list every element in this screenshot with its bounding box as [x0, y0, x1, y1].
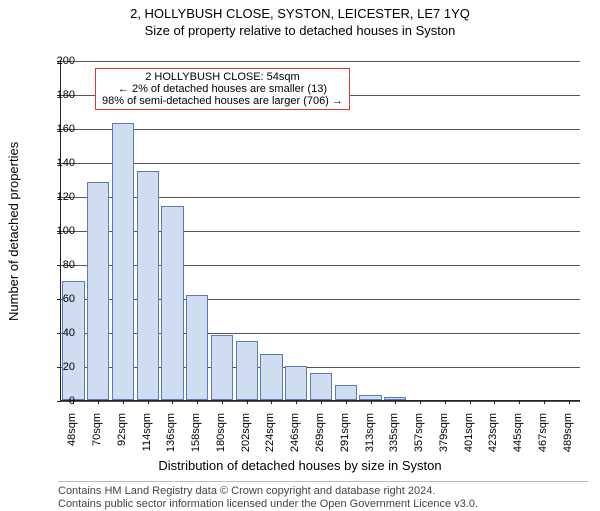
xtick-label: 48sqm [66, 413, 78, 463]
annotation-line: 98% of semi-detached houses are larger (… [102, 95, 343, 107]
xtick-mark [544, 400, 545, 404]
xtick-label: 445sqm [512, 413, 524, 463]
xtick-mark [271, 400, 272, 404]
xtick-mark [296, 400, 297, 404]
xtick-mark [172, 400, 173, 404]
xtick-mark [346, 400, 347, 404]
xtick-label: 202sqm [240, 413, 252, 463]
ytick-label: 60 [45, 293, 75, 305]
xtick-label: 335sqm [388, 413, 400, 463]
xtick-mark [494, 400, 495, 404]
xtick-mark [569, 400, 570, 404]
ytick-label: 200 [45, 55, 75, 67]
xtick-mark [247, 400, 248, 404]
ytick-label: 120 [45, 191, 75, 203]
xtick-mark [445, 400, 446, 404]
ytick-label: 80 [45, 259, 75, 271]
xtick-label: 246sqm [289, 413, 301, 463]
xtick-label: 379sqm [438, 413, 450, 463]
histogram-bar [236, 341, 258, 401]
xtick-label: 467sqm [537, 413, 549, 463]
ytick-label: 20 [45, 361, 75, 373]
footer-attribution: Contains HM Land Registry data © Crown c… [58, 481, 588, 511]
histogram-bar [186, 295, 208, 400]
xtick-mark [197, 400, 198, 404]
histogram-bar [161, 206, 183, 400]
xtick-label: 489sqm [562, 413, 574, 463]
plot-area: 2 HOLLYBUSH CLOSE: 54sqm ← 2% of detache… [60, 61, 580, 401]
xtick-label: 114sqm [141, 413, 153, 463]
xtick-mark [123, 400, 124, 404]
xtick-label: 313sqm [364, 413, 376, 463]
histogram-bar [310, 373, 332, 400]
page-title: 2, HOLLYBUSH CLOSE, SYSTON, LEICESTER, L… [0, 6, 600, 21]
xtick-label: 180sqm [215, 413, 227, 463]
xtick-label: 224sqm [264, 413, 276, 463]
xtick-mark [420, 400, 421, 404]
histogram-bar [211, 335, 233, 400]
footer-line: Contains HM Land Registry data © Crown c… [58, 485, 435, 497]
xtick-mark [395, 400, 396, 404]
ytick-label: 160 [45, 123, 75, 135]
ytick-label: 140 [45, 157, 75, 169]
xtick-label: 291sqm [339, 413, 351, 463]
gridline [61, 61, 580, 62]
histogram-bar [112, 123, 134, 400]
xtick-mark [321, 400, 322, 404]
gridline [61, 163, 580, 164]
y-axis-label: Number of detached properties [6, 141, 21, 320]
annotation-line: 2 HOLLYBUSH CLOSE: 54sqm [102, 71, 343, 83]
chart-container: 2, HOLLYBUSH CLOSE, SYSTON, LEICESTER, L… [0, 6, 600, 506]
xtick-mark [148, 400, 149, 404]
xtick-mark [519, 400, 520, 404]
xtick-mark [470, 400, 471, 404]
histogram-bar [137, 171, 159, 401]
xtick-label: 423sqm [487, 413, 499, 463]
histogram-bar [260, 354, 282, 400]
histogram-bar [285, 366, 307, 400]
xtick-label: 92sqm [116, 413, 128, 463]
histogram-bar [87, 182, 109, 400]
histogram-bar [335, 385, 357, 400]
ytick-label: 0 [45, 395, 75, 407]
xtick-label: 158sqm [190, 413, 202, 463]
annotation-line: ← 2% of detached houses are smaller (13) [102, 83, 343, 95]
xtick-label: 136sqm [165, 413, 177, 463]
annotation-box: 2 HOLLYBUSH CLOSE: 54sqm ← 2% of detache… [95, 68, 350, 110]
xtick-mark [98, 400, 99, 404]
page-subtitle: Size of property relative to detached ho… [0, 23, 600, 38]
ytick-label: 180 [45, 89, 75, 101]
xtick-mark [222, 400, 223, 404]
xtick-label: 70sqm [91, 413, 103, 463]
gridline [61, 129, 580, 130]
xtick-mark [371, 400, 372, 404]
ytick-label: 40 [45, 327, 75, 339]
xtick-label: 357sqm [413, 413, 425, 463]
xtick-label: 401sqm [463, 413, 475, 463]
xtick-label: 269sqm [314, 413, 326, 463]
ytick-label: 100 [45, 225, 75, 237]
